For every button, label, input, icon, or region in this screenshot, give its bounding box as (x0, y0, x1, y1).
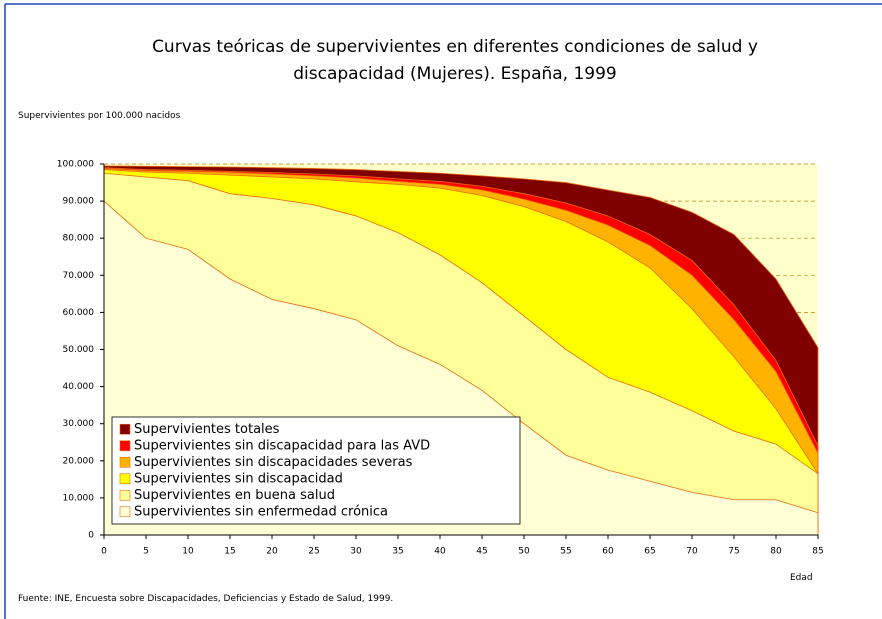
legend-label: Supervivientes en buena salud (134, 488, 335, 503)
y-tick-label: 80.000 (63, 234, 95, 244)
x-tick-label: 65 (644, 547, 655, 557)
x-tick-label: 80 (770, 547, 782, 557)
legend-label: Supervivientes sin enfermedad crónica (134, 504, 388, 519)
x-tick-label: 40 (434, 547, 446, 557)
x-tick-label: 35 (392, 547, 403, 557)
y-tick-label: 60.000 (63, 308, 95, 318)
y-axis-label: Supervivientes por 100.000 nacidos (18, 111, 181, 121)
legend-swatch (119, 473, 131, 485)
legend-label: Supervivientes totales (134, 422, 280, 437)
x-tick-label: 55 (560, 547, 571, 557)
chart-title: Curvas teóricas de supervivientes en dif… (152, 37, 758, 84)
y-tick-label: 40.000 (63, 382, 95, 392)
legend-swatch (119, 440, 131, 452)
legend-box (111, 416, 521, 525)
legend-swatch (119, 423, 131, 435)
x-tick-label: 85 (812, 547, 823, 557)
legend-label: Supervivientes sin discapacidad para las… (134, 438, 430, 453)
y-tick-label: 50.000 (63, 345, 95, 355)
x-tick-label: 20 (266, 547, 278, 557)
y-tick-label: 10.000 (63, 493, 95, 503)
y-tick-label: 100.000 (57, 160, 94, 170)
y-tick-label: 0 (88, 531, 94, 541)
y-tick-label: 90.000 (63, 197, 95, 207)
legend-swatch (119, 456, 131, 468)
x-tick-label: 75 (728, 547, 739, 557)
x-tick-label: 60 (602, 547, 614, 557)
x-tick-label: 10 (182, 547, 194, 557)
x-tick-label: 25 (308, 547, 319, 557)
legend-swatch (119, 506, 131, 518)
x-tick-label: 5 (143, 547, 149, 557)
source-note: Fuente: INE, Encuesta sobre Discapacidad… (18, 594, 394, 604)
legend-label: Supervivientes sin discapacidad (134, 471, 343, 486)
x-tick-label: 0 (101, 547, 107, 557)
legend-swatch (119, 489, 131, 501)
x-tick-label: 45 (476, 547, 487, 557)
x-axis-label: Edad (790, 573, 813, 583)
x-tick-label: 15 (224, 547, 235, 557)
legend-label: Supervivientes sin discapacidades severa… (134, 455, 413, 470)
y-tick-label: 20.000 (63, 456, 95, 466)
y-tick-label: 30.000 (63, 419, 95, 429)
y-tick-label: 70.000 (63, 271, 95, 281)
x-tick-label: 30 (350, 547, 362, 557)
x-tick-label: 50 (518, 547, 530, 557)
x-tick-label: 70 (686, 547, 698, 557)
